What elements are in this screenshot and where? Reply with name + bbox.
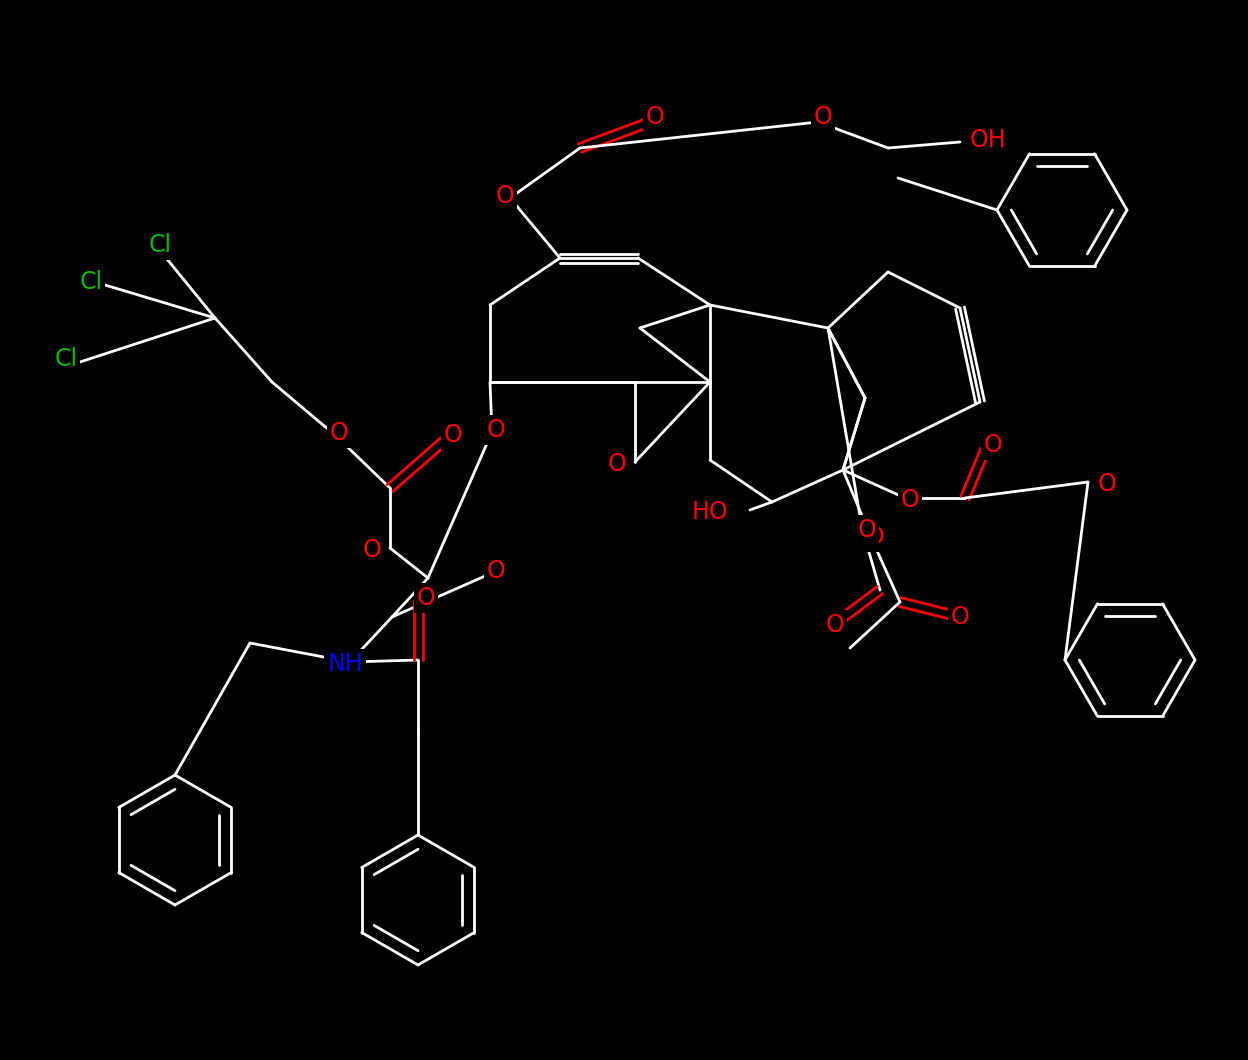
Text: Cl: Cl	[80, 270, 102, 294]
Text: O: O	[495, 184, 514, 208]
Text: O: O	[443, 423, 462, 447]
Text: HO: HO	[691, 500, 728, 524]
Text: O: O	[866, 525, 885, 549]
Text: O: O	[608, 452, 626, 476]
Text: O: O	[983, 432, 1002, 457]
Text: O: O	[417, 586, 436, 610]
Text: Cl: Cl	[149, 233, 171, 257]
Text: Cl: Cl	[55, 347, 77, 371]
Text: O: O	[901, 488, 920, 512]
Text: O: O	[857, 518, 876, 542]
Text: NH: NH	[327, 652, 363, 676]
Text: O: O	[363, 538, 382, 562]
Text: O: O	[951, 605, 970, 629]
Text: O: O	[814, 105, 832, 129]
Text: O: O	[487, 559, 505, 583]
Text: O: O	[329, 421, 348, 445]
Text: OH: OH	[970, 128, 1007, 152]
Text: O: O	[487, 418, 505, 442]
Text: O: O	[645, 105, 664, 129]
Text: O: O	[826, 613, 845, 637]
Text: O: O	[1098, 472, 1117, 496]
